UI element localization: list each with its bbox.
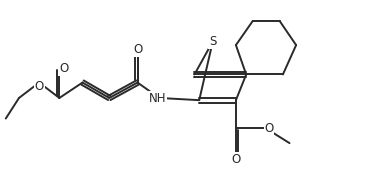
Text: O: O [35, 80, 44, 93]
Text: O: O [264, 122, 273, 135]
Text: O: O [59, 62, 68, 75]
Text: NH: NH [149, 92, 166, 105]
Text: O: O [231, 153, 241, 166]
Text: O: O [133, 43, 142, 56]
Text: S: S [209, 35, 217, 48]
